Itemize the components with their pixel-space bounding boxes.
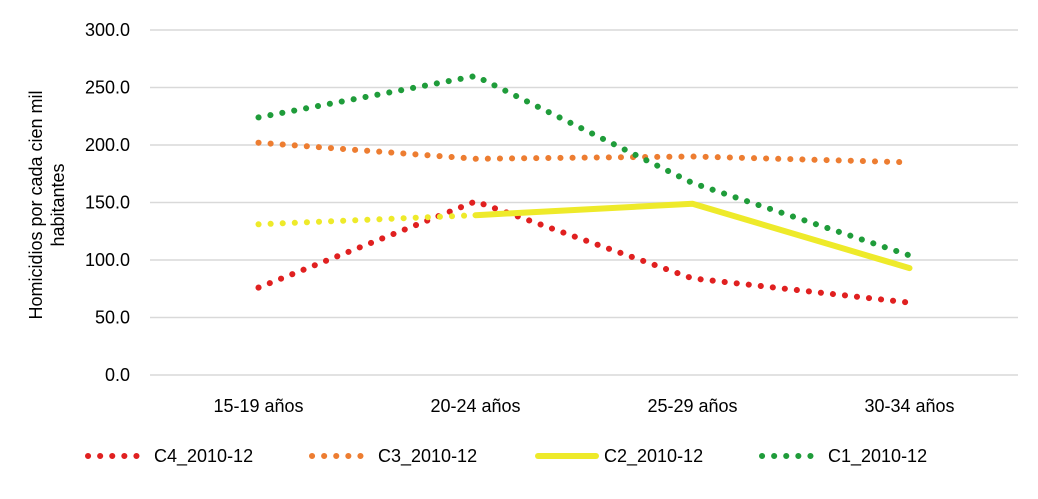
series-c4-2010-12 bbox=[255, 198, 913, 306]
y-axis-title-line-2: habitantes bbox=[48, 163, 68, 246]
series-c2-2010-12 bbox=[255, 200, 913, 272]
y-tick-label: 250.0 bbox=[85, 78, 130, 98]
x-tick-label: 20-24 años bbox=[430, 396, 520, 416]
y-axis-title-line-1: Homicidios por cada cien mil bbox=[26, 90, 46, 319]
x-tick-label: 15-19 años bbox=[213, 396, 303, 416]
y-axis-tick-labels: 0.0 50.0 100.0 150.0 200.0 250.0 300.0 bbox=[85, 20, 130, 385]
legend-label: C1_2010-12 bbox=[828, 446, 927, 467]
series-lines bbox=[255, 72, 913, 306]
y-tick-label: 100.0 bbox=[85, 250, 130, 270]
series-c1-2010-12 bbox=[255, 72, 913, 259]
x-tick-label: 30-34 años bbox=[864, 396, 954, 416]
legend-label: C3_2010-12 bbox=[378, 446, 477, 467]
legend-item-c4-2010-12: C4_2010-12 bbox=[85, 446, 253, 467]
gridlines bbox=[150, 29, 1018, 376]
series-line-c2-2010-12 bbox=[255, 212, 479, 228]
legend-item-c1-2010-12: C1_2010-12 bbox=[759, 446, 927, 467]
series-line-c4-2010-12 bbox=[255, 198, 913, 306]
legend-item-c2-2010-12: C2_2010-12 bbox=[535, 446, 703, 467]
y-tick-label: 150.0 bbox=[85, 193, 130, 213]
y-tick-label: 200.0 bbox=[85, 135, 130, 155]
series-line-c3-2010-12 bbox=[255, 139, 913, 166]
series-c3-2010-12 bbox=[255, 139, 913, 166]
x-tick-label: 25-29 años bbox=[647, 396, 737, 416]
legend-label: C4_2010-12 bbox=[154, 446, 253, 467]
x-axis-tick-labels: 15-19 años 20-24 años 25-29 años 30-34 años bbox=[213, 396, 954, 416]
legend-label: C2_2010-12 bbox=[604, 446, 703, 467]
y-tick-label: 0.0 bbox=[105, 365, 130, 385]
legend: C4_2010-12 C3_2010-12 C2_2010-12 C1_2010-12 bbox=[85, 446, 927, 467]
legend-item-c3-2010-12: C3_2010-12 bbox=[309, 446, 477, 467]
series-line-c1-2010-12 bbox=[255, 72, 913, 259]
y-tick-label: 300.0 bbox=[85, 20, 130, 40]
series-line-c2-2010-12 bbox=[472, 200, 913, 272]
y-tick-label: 50.0 bbox=[95, 308, 130, 328]
